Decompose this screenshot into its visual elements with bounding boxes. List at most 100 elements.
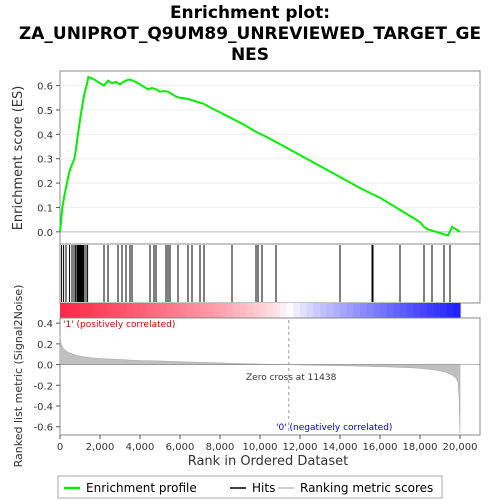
- color-bar-segment: [393, 303, 401, 318]
- color-bar-segment: [453, 303, 461, 318]
- color-bar-segment: [413, 303, 421, 318]
- color-bar-segment: [260, 303, 268, 318]
- hits-panel-frame: [59, 243, 481, 304]
- color-bar-segment: [246, 303, 254, 318]
- color-bar-segment: [220, 303, 228, 318]
- x-tick-label: 4,000: [126, 442, 155, 453]
- color-bar-segment: [386, 303, 394, 318]
- es-y-tick-label: 0.1: [37, 203, 53, 214]
- color-bar-segment: [326, 303, 334, 318]
- color-bar-segment: [146, 303, 154, 318]
- metric-y-axis-label: Ranked list metric (Signal2Noise): [12, 285, 25, 468]
- color-bar-segment: [140, 303, 148, 318]
- x-tick-label: 8,000: [206, 442, 235, 453]
- color-bar-segment: [153, 303, 161, 318]
- color-bar-segment: [380, 303, 388, 318]
- metric-y-axis-ticks: 0.4 0.2 0.0 -0.2 -0.4 -0.6: [33, 319, 60, 434]
- color-bar-segment: [193, 303, 201, 318]
- color-bar-segment: [66, 303, 74, 318]
- color-bar-segment: [373, 303, 381, 318]
- color-bar-segment: [120, 303, 128, 318]
- color-bar-segment: [273, 303, 281, 318]
- x-tick-label: 14,000: [323, 442, 358, 453]
- metric-y-tick-label: 0.4: [37, 319, 53, 330]
- color-bar-segment: [420, 303, 428, 318]
- color-bar-segment: [240, 303, 248, 318]
- color-bar-segment: [306, 303, 314, 318]
- color-bar-segment: [433, 303, 441, 318]
- x-tick-label: 16,000: [363, 442, 398, 453]
- color-bar-segment: [320, 303, 328, 318]
- color-bar-segment: [106, 303, 114, 318]
- color-bar-segment: [166, 303, 174, 318]
- x-tick-label: 20,000: [443, 442, 478, 453]
- color-bar-segment: [60, 303, 68, 318]
- color-bar-segment: [366, 303, 374, 318]
- legend-hits-label: Hits: [252, 481, 275, 495]
- chart-title-line-3: NES: [231, 45, 269, 65]
- zero-cross-annotation: Zero cross at 11438: [246, 373, 337, 383]
- color-bar-segment: [126, 303, 134, 318]
- color-bar-segment: [340, 303, 348, 318]
- color-bar-segment: [280, 303, 288, 318]
- color-bar-segment: [86, 303, 94, 318]
- es-y-axis-ticks: 0.0 0.1 0.2 0.3 0.4 0.5 0.6: [37, 82, 60, 239]
- x-tick-label: 6,000: [166, 442, 195, 453]
- legend-box: [57, 475, 443, 499]
- x-tick-label: 0: [57, 442, 63, 453]
- color-bar-segment: [200, 303, 208, 318]
- negative-correlation-label: '0' (negatively correlated): [276, 423, 392, 433]
- color-bar-segment: [206, 303, 214, 318]
- color-bar-segment: [353, 303, 361, 318]
- legend-metric-label: Ranking metric scores: [300, 481, 433, 495]
- color-bar-segment: [180, 303, 188, 318]
- metric-y-tick-label: 0.2: [37, 340, 53, 351]
- es-y-tick-label: 0.5: [37, 106, 53, 117]
- color-bar-segment: [226, 303, 234, 318]
- es-gridlines: [60, 85, 480, 233]
- x-tick-label: 12,000: [283, 442, 318, 453]
- color-bar-segment: [313, 303, 321, 318]
- color-bar-segment: [213, 303, 221, 318]
- color-bar-segment: [233, 303, 241, 318]
- color-bar-segment: [253, 303, 261, 318]
- es-y-tick-label: 0.2: [37, 179, 53, 190]
- color-bar-segment: [133, 303, 141, 318]
- metric-y-tick-label: -0.2: [33, 381, 53, 392]
- enrichment-profile-line: [59, 75, 461, 237]
- x-tick-label: 2,000: [86, 442, 115, 453]
- color-bar-segment: [446, 303, 454, 318]
- color-bar-segment: [406, 303, 414, 318]
- color-bar-segment: [93, 303, 101, 318]
- ranking-color-bar: [60, 303, 461, 318]
- x-tick-label: 10,000: [243, 442, 278, 453]
- color-bar-segment: [113, 303, 121, 318]
- x-axis-ticks: 0 2,000 4,000 6,000 8,000 10,000 12,000 14,000 1…: [57, 435, 478, 453]
- color-bar-segment: [186, 303, 194, 318]
- metric-y-tick-label: -0.4: [33, 402, 53, 413]
- legend-profile-label: Enrichment profile: [86, 481, 197, 495]
- metric-plot-frame: [59, 317, 481, 436]
- color-bar-segment: [426, 303, 434, 318]
- color-bar-segment: [80, 303, 88, 318]
- color-bar-segment: [293, 303, 301, 318]
- x-axis-label: Rank in Ordered Dataset: [188, 454, 349, 469]
- metric-y-tick-label: 0.0: [37, 361, 53, 372]
- color-bar-segment: [286, 303, 294, 318]
- color-bar-segment: [100, 303, 108, 318]
- es-y-axis-label: Enrichment score (ES): [11, 86, 26, 231]
- es-plot-frame: [59, 70, 481, 245]
- positive-correlation-label: '1' (positively correlated): [63, 320, 175, 330]
- color-bar-segment: [160, 303, 168, 318]
- es-y-tick-label: 0.0: [37, 228, 53, 239]
- chart-title-line-1: Enrichment plot:: [170, 3, 330, 23]
- color-bar-segment: [346, 303, 354, 318]
- color-bar-segment: [360, 303, 368, 318]
- x-tick-label: 18,000: [403, 442, 438, 453]
- color-bar-segment: [173, 303, 181, 318]
- hit-marks: [61, 245, 451, 302]
- color-bar-segment: [400, 303, 408, 318]
- color-bar-segment: [73, 303, 81, 318]
- color-bar-segment: [266, 303, 274, 318]
- color-bar-segment: [440, 303, 448, 318]
